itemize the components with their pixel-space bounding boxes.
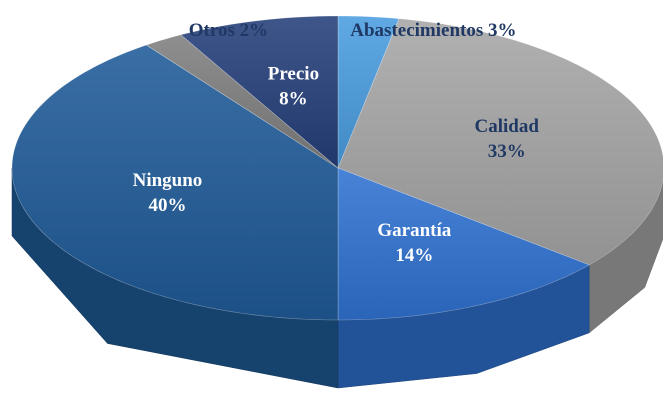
data-label: Otros 2% xyxy=(189,20,268,41)
percent-label: 8% xyxy=(279,88,308,109)
category-label: Calidad xyxy=(474,116,539,137)
percent-label: 40% xyxy=(148,195,186,216)
category-label: Otros xyxy=(189,20,235,41)
category-label: Precio xyxy=(268,63,319,84)
pie-tops xyxy=(11,15,663,321)
category-label: Garantía xyxy=(377,220,451,241)
percent-label: 33% xyxy=(488,141,526,162)
category-label: Ninguno xyxy=(133,170,203,191)
category-label: Abastecimientos xyxy=(350,20,483,41)
percent-label: 14% xyxy=(395,245,433,266)
percent-label: 2% xyxy=(240,20,269,41)
percent-label: 3% xyxy=(488,20,517,41)
data-label: Abastecimientos 3% xyxy=(350,20,516,41)
pie-labels: Abastecimientos 3% Calidad 33% Garantía 14% N… xyxy=(133,20,540,266)
